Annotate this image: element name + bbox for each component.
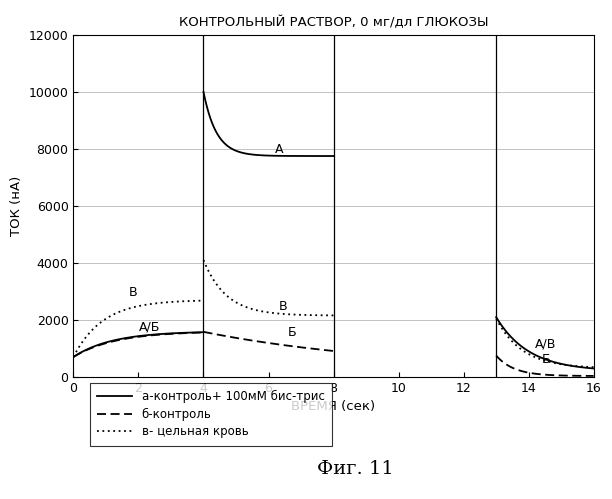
Text: В: В	[129, 286, 137, 299]
Text: Фиг. 11: Фиг. 11	[316, 460, 394, 478]
Text: Б: Б	[542, 353, 550, 366]
X-axis label: ВРЕМЯ (сек): ВРЕМЯ (сек)	[291, 400, 376, 413]
Text: В: В	[278, 300, 287, 313]
Text: А: А	[275, 143, 283, 156]
Text: Б: Б	[288, 326, 297, 339]
Y-axis label: ТОК (нА): ТОК (нА)	[10, 176, 23, 236]
Legend: а-контроль+ 100мМ бис-трис, б-контроль, в- цельная кровь: а-контроль+ 100мМ бис-трис, б-контроль, …	[90, 383, 332, 446]
Title: КОНТРОЛЬНЫЙ РАСТВОР, 0 мг/дл ГЛЮКОЗЫ: КОНТРОЛЬНЫЙ РАСТВОР, 0 мг/дл ГЛЮКОЗЫ	[179, 16, 488, 29]
Text: А/В: А/В	[535, 338, 556, 351]
Text: А/Б: А/Б	[138, 320, 160, 333]
